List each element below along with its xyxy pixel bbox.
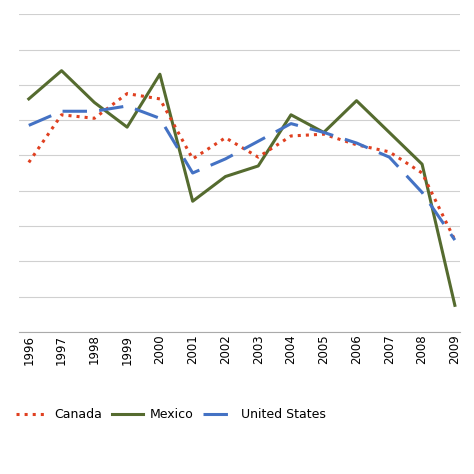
Canada	[419, 170, 425, 176]
Mexico	[124, 124, 130, 130]
Mexico	[190, 199, 195, 204]
United States	[223, 156, 228, 162]
Canada	[288, 133, 294, 139]
Canada	[190, 156, 195, 162]
Canada	[255, 155, 261, 160]
Canada	[223, 135, 228, 141]
United States	[91, 109, 97, 114]
Legend: Canada, Mexico, United States: Canada, Mexico, United States	[17, 408, 325, 421]
United States	[419, 190, 425, 195]
Canada	[59, 112, 64, 118]
Line: Mexico: Mexico	[29, 71, 455, 305]
Canada	[91, 116, 97, 121]
Canada	[386, 149, 392, 155]
United States	[59, 109, 64, 114]
Canada	[26, 160, 32, 165]
Mexico	[354, 98, 359, 103]
United States	[124, 103, 130, 109]
Mexico	[321, 129, 327, 135]
Canada	[124, 91, 130, 97]
Canada	[157, 96, 163, 102]
Mexico	[386, 129, 392, 135]
Mexico	[91, 100, 97, 105]
United States	[386, 155, 392, 160]
Mexico	[223, 173, 228, 179]
United States	[157, 116, 163, 121]
Line: Canada: Canada	[29, 94, 455, 240]
Mexico	[157, 72, 163, 77]
United States	[255, 138, 261, 144]
Canada	[452, 237, 458, 243]
Mexico	[255, 163, 261, 169]
United States	[288, 121, 294, 127]
Mexico	[59, 68, 64, 73]
Mexico	[26, 96, 32, 102]
United States	[354, 140, 359, 146]
United States	[321, 129, 327, 135]
Line: United States: United States	[29, 106, 455, 240]
Canada	[321, 131, 327, 137]
United States	[452, 237, 458, 243]
Mexico	[419, 161, 425, 167]
United States	[26, 123, 32, 128]
Mexico	[288, 112, 294, 118]
United States	[190, 170, 195, 176]
Mexico	[452, 302, 458, 308]
Canada	[354, 142, 359, 147]
